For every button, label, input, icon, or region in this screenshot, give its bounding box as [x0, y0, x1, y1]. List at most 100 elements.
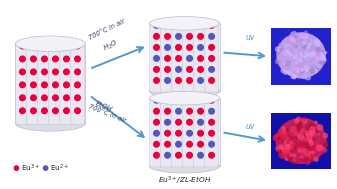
Circle shape	[315, 70, 317, 73]
Text: uv: uv	[246, 122, 255, 131]
Circle shape	[300, 45, 303, 48]
Circle shape	[286, 138, 290, 142]
Circle shape	[306, 55, 308, 58]
Circle shape	[282, 127, 285, 131]
Circle shape	[301, 153, 303, 156]
Circle shape	[304, 44, 309, 49]
Circle shape	[309, 52, 314, 57]
Circle shape	[309, 141, 313, 146]
Circle shape	[64, 95, 69, 101]
FancyBboxPatch shape	[194, 97, 207, 167]
Circle shape	[165, 153, 170, 158]
Circle shape	[20, 56, 25, 62]
Circle shape	[53, 56, 58, 62]
Circle shape	[276, 47, 280, 51]
Circle shape	[187, 108, 192, 114]
Circle shape	[293, 39, 296, 42]
Circle shape	[305, 151, 310, 156]
Circle shape	[294, 130, 297, 133]
FancyBboxPatch shape	[205, 22, 218, 92]
Circle shape	[310, 68, 315, 73]
Text: Eu$^{3+}$/ZL-EtOH: Eu$^{3+}$/ZL-EtOH	[158, 175, 211, 187]
Circle shape	[306, 135, 312, 141]
Ellipse shape	[150, 16, 219, 30]
Circle shape	[314, 158, 316, 161]
Circle shape	[304, 158, 309, 162]
Circle shape	[293, 142, 294, 144]
Circle shape	[281, 155, 284, 158]
Circle shape	[64, 56, 69, 62]
Circle shape	[165, 56, 170, 61]
Circle shape	[313, 52, 315, 55]
Circle shape	[310, 130, 315, 136]
Circle shape	[300, 34, 303, 37]
Circle shape	[187, 97, 192, 103]
Circle shape	[318, 61, 323, 66]
Circle shape	[305, 52, 309, 56]
Circle shape	[313, 70, 315, 72]
Circle shape	[297, 125, 301, 129]
Circle shape	[282, 131, 285, 134]
Circle shape	[154, 153, 159, 158]
Circle shape	[198, 22, 203, 28]
Circle shape	[296, 68, 300, 71]
Circle shape	[286, 154, 292, 159]
Circle shape	[286, 139, 292, 145]
Circle shape	[289, 141, 294, 145]
Circle shape	[301, 137, 306, 141]
Circle shape	[154, 78, 159, 83]
Circle shape	[300, 53, 302, 55]
Circle shape	[284, 150, 287, 153]
Circle shape	[187, 78, 192, 83]
Circle shape	[294, 75, 297, 77]
Ellipse shape	[16, 36, 85, 51]
Circle shape	[289, 136, 293, 139]
FancyBboxPatch shape	[16, 43, 29, 124]
Circle shape	[154, 34, 159, 39]
Circle shape	[317, 125, 323, 130]
Circle shape	[286, 47, 289, 50]
Circle shape	[53, 95, 58, 101]
Circle shape	[53, 43, 58, 49]
Circle shape	[53, 108, 58, 114]
Circle shape	[280, 48, 283, 51]
Circle shape	[312, 60, 317, 64]
Circle shape	[176, 34, 181, 39]
Circle shape	[42, 43, 47, 49]
Circle shape	[314, 157, 318, 161]
Circle shape	[298, 135, 301, 138]
Circle shape	[302, 44, 306, 48]
Circle shape	[176, 153, 181, 158]
Circle shape	[314, 69, 317, 72]
Circle shape	[294, 68, 296, 70]
Circle shape	[300, 146, 303, 149]
Circle shape	[306, 63, 309, 66]
Circle shape	[165, 97, 170, 103]
Circle shape	[302, 119, 307, 123]
Circle shape	[310, 43, 312, 45]
Circle shape	[316, 142, 320, 147]
Circle shape	[309, 42, 312, 44]
Circle shape	[278, 138, 279, 139]
Circle shape	[277, 53, 279, 55]
Circle shape	[165, 141, 170, 147]
Circle shape	[278, 152, 283, 157]
Circle shape	[289, 148, 295, 154]
Circle shape	[306, 132, 310, 137]
Circle shape	[291, 126, 296, 132]
Circle shape	[154, 130, 159, 136]
Circle shape	[298, 134, 303, 139]
Circle shape	[53, 82, 58, 88]
Circle shape	[284, 132, 287, 136]
Circle shape	[315, 132, 318, 135]
Circle shape	[324, 143, 328, 147]
Circle shape	[301, 121, 304, 124]
Circle shape	[176, 119, 181, 125]
Circle shape	[307, 46, 310, 49]
FancyBboxPatch shape	[172, 97, 185, 167]
Circle shape	[304, 66, 309, 70]
Circle shape	[295, 142, 300, 148]
Circle shape	[198, 56, 203, 61]
Circle shape	[320, 60, 325, 64]
Circle shape	[292, 33, 294, 36]
